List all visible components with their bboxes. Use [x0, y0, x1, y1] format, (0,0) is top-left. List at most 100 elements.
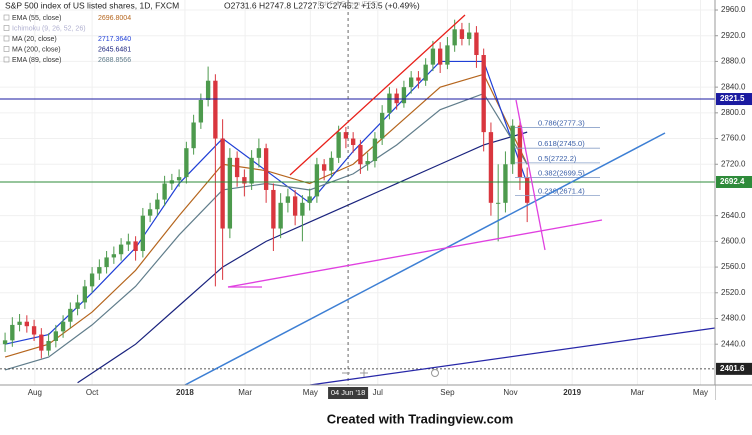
- candle-body: [227, 157, 233, 229]
- candle-body: [423, 64, 428, 81]
- candle-body: [307, 196, 312, 203]
- candle-body: [430, 48, 436, 65]
- x-tick-label: Oct: [86, 388, 99, 397]
- legend-value: 2645.6481: [98, 46, 131, 53]
- x-tick-label: Sep: [440, 388, 455, 397]
- x-tick-label: Mar: [631, 388, 645, 397]
- candle-body: [133, 241, 138, 252]
- legend-value: 2696.8004: [98, 15, 131, 22]
- x-tick-label: Jul: [373, 388, 383, 397]
- fib-label: 0.618(2745.0): [538, 139, 585, 148]
- plot-area: 0.786(2777.3) 0.618(2745.0) 0.5(2722.2) 0.3…: [0, 0, 715, 385]
- toolbar: [342, 369, 439, 377]
- candle-body: [459, 29, 465, 39]
- candle-body: [140, 215, 146, 252]
- fib-label: 0.786(2777.3): [538, 118, 585, 127]
- y-tick-label: 2880.0: [721, 57, 746, 66]
- legend-icon: [3, 56, 10, 63]
- candle-body: [445, 45, 450, 65]
- price-label-box: [716, 362, 752, 375]
- y-tick-label: 2840.0: [721, 82, 746, 91]
- candle-body: [118, 244, 124, 255]
- candle-body: [394, 93, 399, 104]
- legend-icon: [3, 25, 10, 31]
- candle-body: [517, 125, 523, 178]
- candle-body: [24, 321, 30, 327]
- candle-body: [82, 286, 88, 303]
- candle-body: [271, 189, 276, 229]
- candle-body: [220, 138, 225, 229]
- trend-line: [289, 14, 466, 176]
- legend-value: 2717.3640: [98, 36, 131, 43]
- candle-body: [525, 177, 530, 203]
- y-tick-label: 2600.0: [721, 236, 746, 245]
- legend-name: MA (20, close): [12, 36, 57, 43]
- price-label-box: [716, 93, 752, 106]
- candle-body: [162, 183, 167, 200]
- fib-label: 0.5(2722.2): [538, 154, 577, 163]
- fib-label: 0.236(2671.4): [538, 186, 585, 195]
- candle-body: [300, 202, 305, 216]
- ohlc-header: O2731.6 H2747.8 L2727.5 C2745.2 +13.5 (+…: [224, 0, 420, 10]
- candle-body: [68, 308, 73, 322]
- candle-body: [372, 138, 378, 162]
- candle-body: [358, 144, 363, 165]
- candle-body: [53, 331, 59, 341]
- legend-name: EMA (89, close): [12, 57, 61, 64]
- trend-line: [309, 327, 716, 386]
- crosshair-label: 04 Jun '18: [331, 388, 365, 397]
- trend-line: [184, 132, 666, 386]
- candle-body: [249, 157, 254, 184]
- candle-body: [321, 164, 327, 171]
- candle-body: [336, 132, 341, 158]
- overlay: 2440.0 2480.0 2520.0 2560.0 2600.0 2640.0 2720…: [3, 5, 752, 399]
- y-tick-label: 2960.0: [721, 5, 746, 14]
- candle-body: [10, 324, 15, 341]
- candle-body: [387, 93, 392, 113]
- y-tick-label: 2440.0: [721, 339, 746, 348]
- y-tick-label: 2560.0: [721, 262, 746, 271]
- candle-body: [242, 177, 247, 184]
- legend-icon: [3, 14, 10, 21]
- candle-body: [39, 334, 44, 351]
- candle-body: [343, 132, 349, 139]
- candle-body: [126, 241, 131, 245]
- x-tick-label: Nov: [503, 388, 517, 397]
- candle-body: [329, 157, 334, 171]
- legend-name: EMA (55, close): [12, 15, 61, 22]
- candle-body: [2, 340, 8, 345]
- candle-body: [176, 177, 182, 181]
- toolbar-icon[interactable]: [431, 369, 439, 377]
- x-tick-label: Mar: [238, 388, 252, 397]
- candle-body: [416, 77, 421, 81]
- candle-body: [379, 112, 385, 139]
- candle-body: [104, 257, 109, 268]
- candle-body: [408, 77, 414, 88]
- hint: Exit Full Screen (ESC): [318, 2, 378, 8]
- fib-label: 0.382(2699.5): [538, 168, 585, 177]
- crosshair-box: [328, 387, 369, 399]
- candle-body: [89, 273, 95, 287]
- candle-body: [350, 138, 356, 145]
- candle-body: [278, 202, 283, 229]
- candle-body: [17, 321, 22, 325]
- candle-body: [314, 164, 320, 197]
- trend-line: [227, 219, 603, 288]
- candle-body: [401, 87, 407, 104]
- x-tick-label: 2019: [563, 388, 581, 397]
- candle-body: [234, 157, 240, 178]
- indicator-line: [77, 131, 528, 384]
- candle-body: [191, 122, 196, 149]
- price-label: 2692.4: [720, 177, 745, 186]
- y-tick-label: 2520.0: [721, 288, 746, 297]
- candle-body: [285, 196, 291, 203]
- legend-icon: [3, 35, 10, 42]
- candle-body: [365, 161, 370, 165]
- x-tick-label: May: [693, 388, 708, 397]
- x-tick-label: Aug: [28, 388, 42, 397]
- candle-body: [481, 55, 486, 133]
- candle-body: [474, 32, 479, 56]
- price-label-box: [716, 175, 752, 188]
